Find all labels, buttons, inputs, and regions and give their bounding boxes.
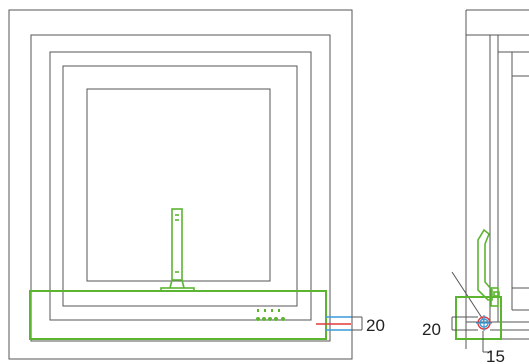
side-horizontal-label: 15: [486, 347, 505, 364]
front-handle: [160, 208, 195, 292]
front-dimension-label: 20: [366, 316, 385, 335]
handle-neck-left: [169, 279, 173, 289]
frame-inner-3: [62, 65, 298, 307]
outer-frame: [8, 9, 353, 360]
side-dimension: [451, 316, 492, 353]
side-handle: [477, 228, 500, 307]
side-highlight-box: [455, 296, 502, 340]
front-dimension: [351, 316, 363, 331]
glass-pane: [86, 88, 271, 282]
handle-neck-right: [181, 279, 185, 289]
frame-inner-2: [49, 51, 312, 321]
handle-bar: [171, 208, 183, 281]
side-vertical-label: 20: [422, 320, 441, 339]
lock-hardware: [256, 309, 285, 321]
front-view: [8, 9, 353, 360]
front-highlight-box: [29, 290, 327, 340]
frame-inner-1: [30, 34, 331, 342]
